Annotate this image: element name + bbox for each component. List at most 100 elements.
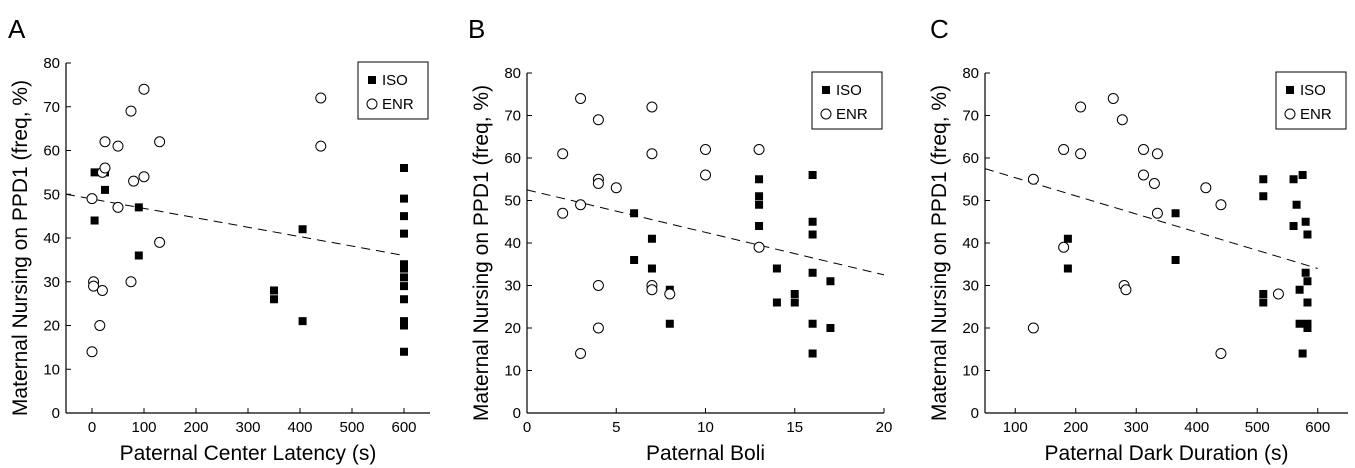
enr-point	[112, 140, 124, 152]
y-tick-label: 70	[962, 108, 979, 125]
legend-enr-marker	[1284, 108, 1296, 120]
x-tick-label: 200	[183, 419, 208, 436]
iso-point	[270, 286, 278, 295]
iso-point	[400, 264, 408, 273]
trend-line	[984, 168, 1318, 269]
trend-line	[526, 189, 885, 276]
iso-point	[808, 319, 817, 328]
iso-point	[808, 268, 817, 277]
enr-point	[557, 207, 569, 219]
enr-point	[646, 101, 658, 113]
y-tick-label: 20	[962, 320, 979, 337]
y-tick-label: 60	[504, 150, 521, 167]
y-tick-label: 20	[504, 320, 521, 337]
y-tick-label: 10	[43, 361, 60, 378]
enr-point	[1027, 173, 1039, 185]
x-tick-label: 20	[876, 419, 893, 436]
iso-point	[1171, 209, 1180, 218]
iso-point	[1301, 217, 1310, 226]
x-tick-label: 400	[287, 419, 312, 436]
panel-letter: A	[8, 14, 26, 44]
iso-point	[808, 217, 817, 226]
legend-enr-marker	[820, 108, 832, 120]
enr-point	[88, 280, 100, 292]
enr-point	[99, 162, 111, 174]
iso-point	[647, 234, 656, 243]
chart-panel-c: C 0 10 20 30 40 50 60 70 80 100 200 300 400 500 600 Pate…	[928, 14, 1348, 465]
x-tick-label: 15	[786, 419, 803, 436]
y-tick-label: 30	[504, 278, 521, 295]
x-axis-label: Paternal Center Latency (s)	[120, 442, 377, 465]
iso-point	[755, 200, 764, 209]
iso-point	[1289, 222, 1298, 230]
x-axis-label: Paternal Dark Duration (s)	[1045, 442, 1289, 465]
iso-point	[630, 209, 639, 218]
enr-point	[592, 114, 604, 126]
enr-point	[753, 241, 765, 253]
trend-line	[65, 193, 405, 256]
iso-point	[826, 277, 835, 286]
x-tick-label: 100	[1003, 419, 1028, 436]
chart-panel-a: A 0 10 20 30 40 50 60 70 80 0 100 200 300 400 500 600 Pat…	[8, 14, 430, 465]
enr-point	[1215, 199, 1227, 211]
y-tick-label: 0	[52, 405, 60, 422]
enr-point	[1272, 288, 1284, 300]
iso-point	[1295, 319, 1304, 328]
enr-point	[1120, 284, 1132, 296]
enr-point	[1151, 148, 1163, 160]
enr-point	[1058, 241, 1070, 253]
legend-iso-marker	[368, 76, 376, 84]
legend-label: ENR	[836, 106, 868, 123]
iso-point	[790, 298, 799, 307]
y-tick-label: 20	[43, 318, 60, 335]
x-tick-label: 500	[1245, 419, 1270, 436]
iso-point	[134, 203, 143, 212]
iso-point	[1303, 230, 1312, 239]
enr-point	[1058, 144, 1070, 155]
iso-point	[1259, 298, 1268, 307]
iso-point	[808, 230, 817, 239]
iso-point	[400, 212, 408, 221]
enr-point	[138, 83, 150, 95]
enr-point	[592, 178, 604, 189]
y-tick-label: 80	[43, 55, 60, 72]
iso-point	[1298, 349, 1307, 358]
enr-point	[557, 148, 569, 160]
iso-point	[134, 251, 143, 260]
panel-letter: C	[930, 14, 949, 44]
enr-point	[128, 175, 140, 187]
enr-point	[112, 201, 124, 213]
iso-point	[755, 192, 764, 201]
iso-point	[755, 222, 764, 230]
legend-label: ENR	[1300, 106, 1332, 123]
iso-point	[1303, 319, 1312, 328]
x-tick-label: 300	[235, 419, 260, 436]
iso-point	[790, 290, 799, 298]
y-tick-label: 0	[971, 405, 979, 422]
enr-point	[154, 136, 166, 148]
y-tick-label: 30	[43, 274, 60, 291]
enr-point	[138, 171, 150, 183]
enr-point	[1148, 178, 1160, 189]
iso-point	[826, 324, 835, 332]
iso-point	[1301, 268, 1310, 277]
enr-point	[315, 140, 327, 152]
iso-point	[400, 282, 408, 291]
enr-point	[1027, 322, 1039, 334]
y-axis-label: Maternal Nursing on PPD1 (freq, %)	[928, 85, 951, 421]
y-tick-label: 60	[962, 150, 979, 167]
enr-point	[592, 280, 604, 291]
iso-point	[400, 229, 408, 238]
iso-point	[755, 175, 764, 184]
iso-point	[665, 319, 674, 328]
legend-box	[357, 61, 429, 120]
y-tick-label: 40	[43, 230, 60, 247]
enr-point	[94, 320, 106, 331]
enr-point	[1075, 148, 1087, 160]
iso-point	[1063, 264, 1072, 273]
iso-point	[400, 194, 408, 203]
legend-box	[811, 71, 883, 130]
x-tick-label: 0	[523, 419, 531, 436]
y-tick-label: 80	[504, 65, 521, 82]
